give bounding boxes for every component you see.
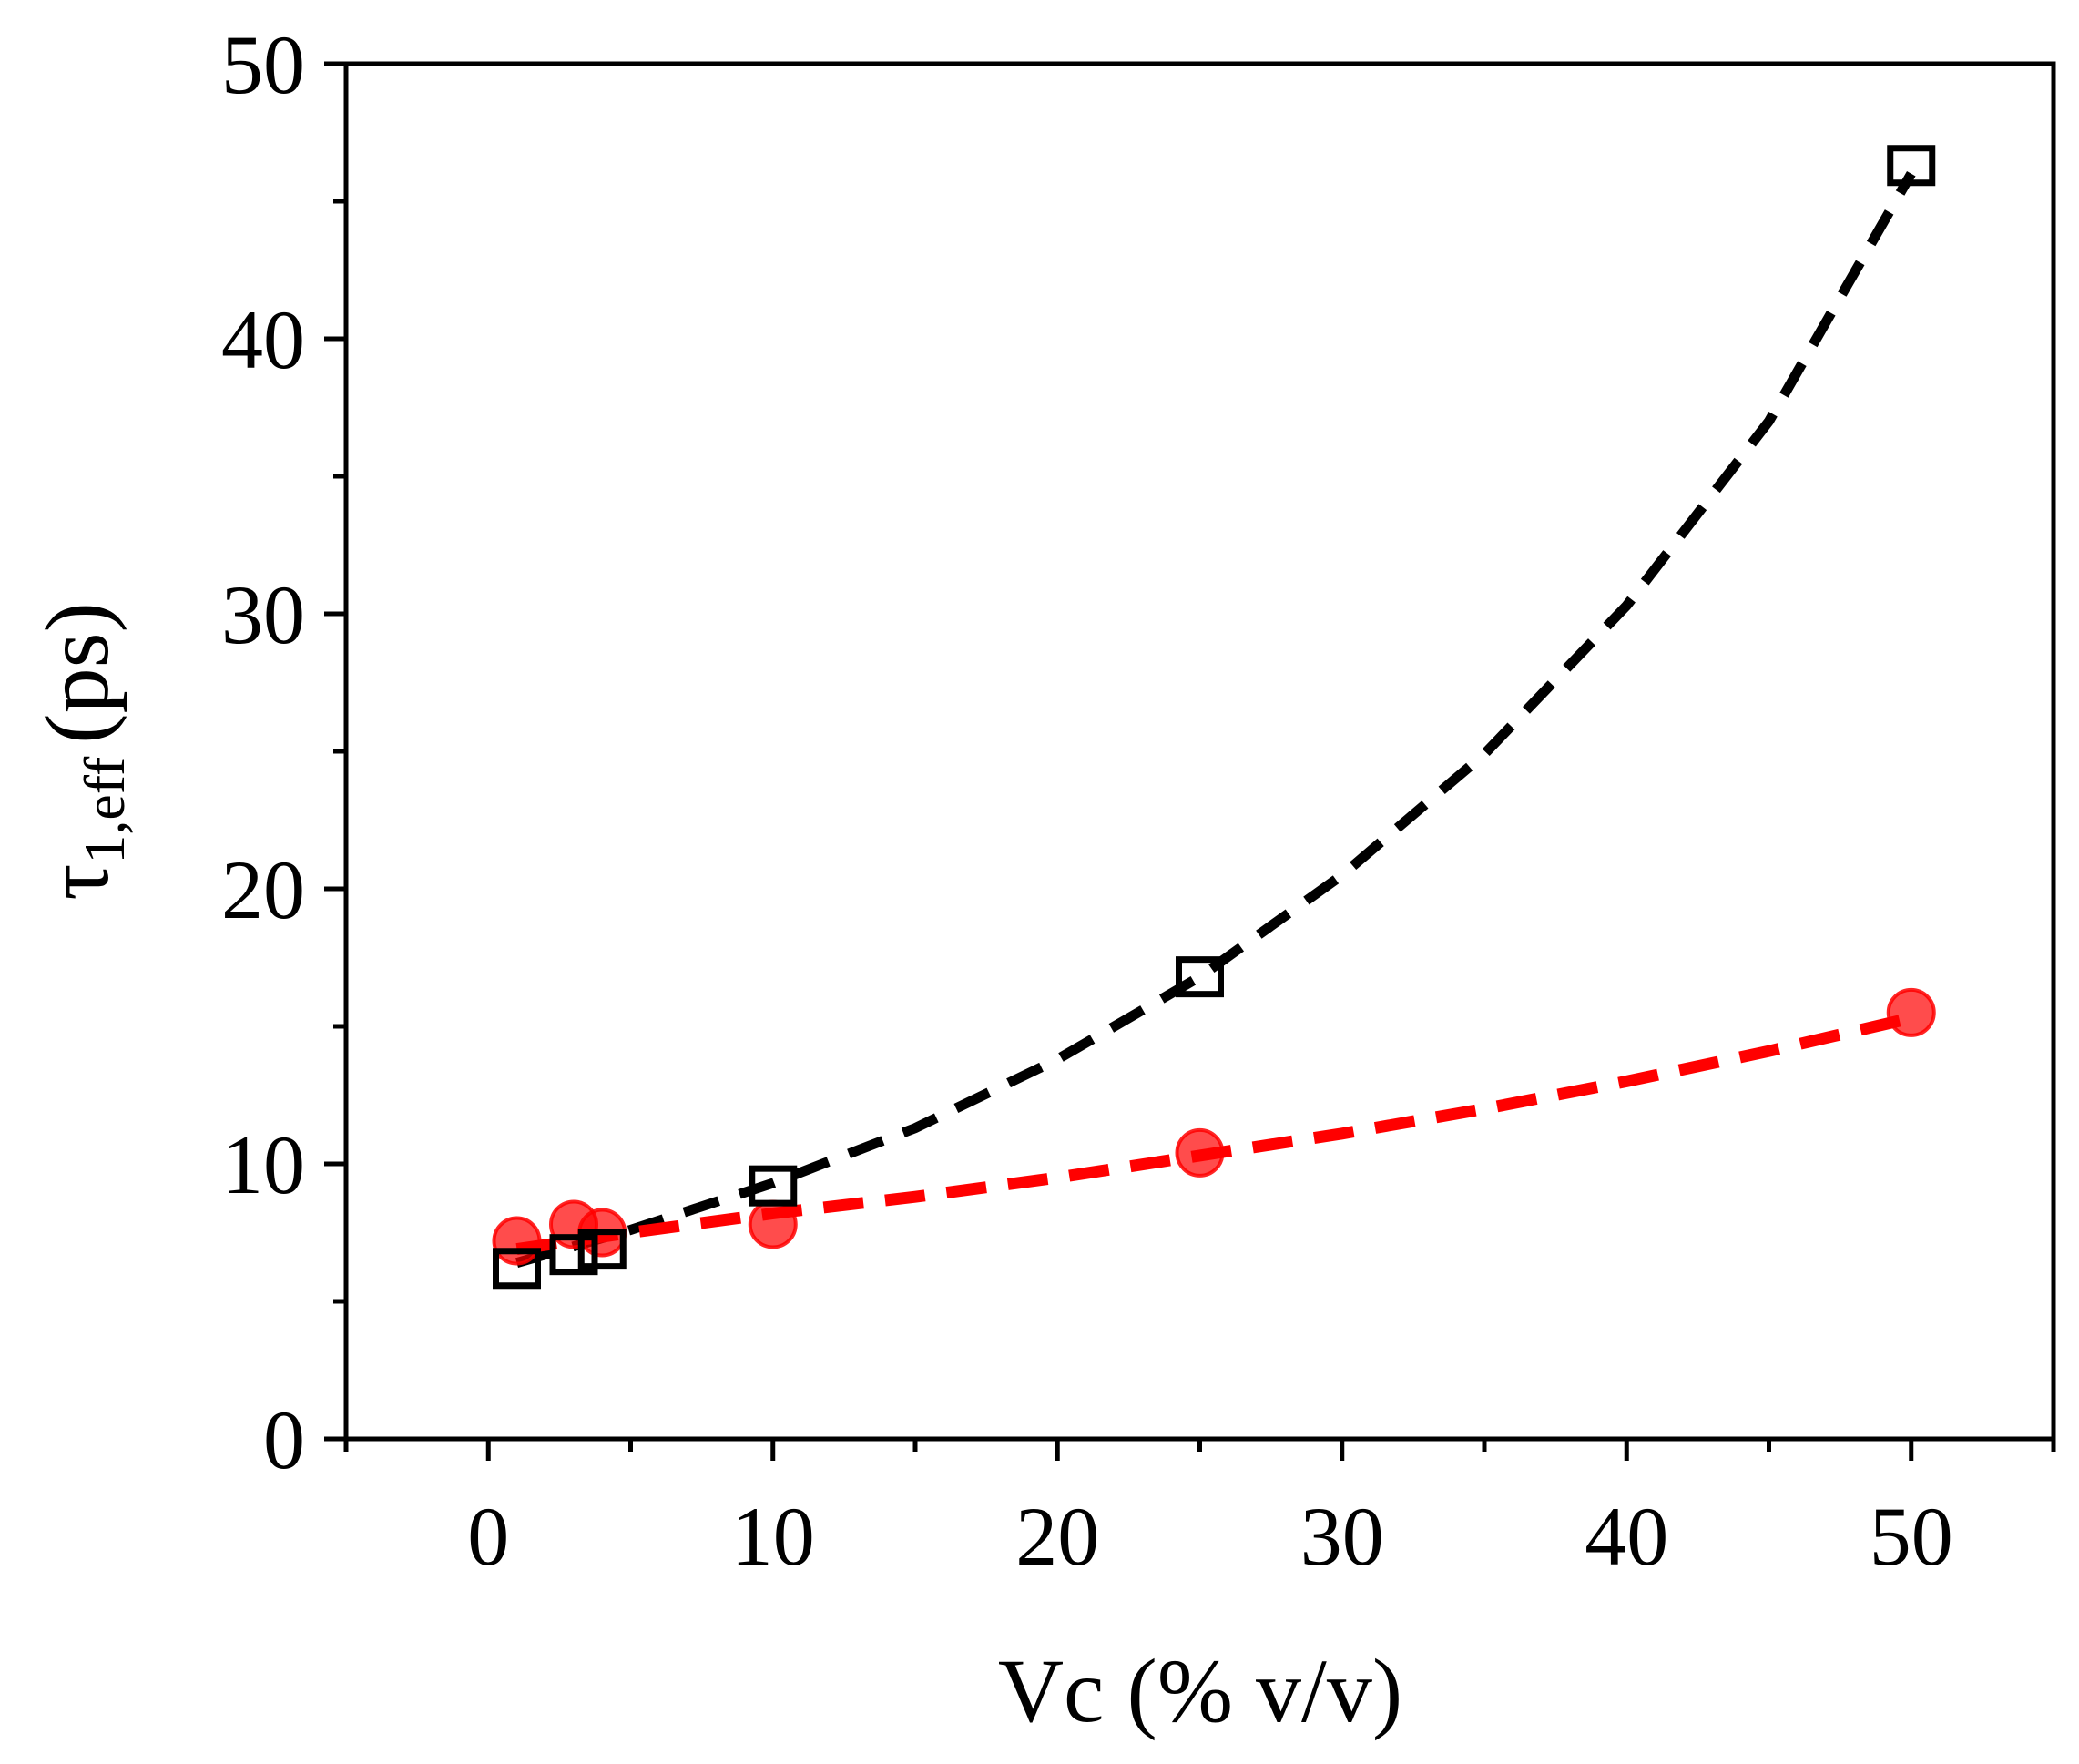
square-point — [749, 1165, 798, 1207]
x-axis-title: Vc (% v/v) — [998, 1640, 1402, 1741]
x-tick-label: 10 — [731, 1490, 815, 1583]
x-tick-label: 40 — [1585, 1490, 1668, 1583]
y-axis-subscript: 1,eff — [72, 756, 137, 864]
y-axis-symbol: τ — [26, 864, 127, 901]
x-tick-label: 0 — [467, 1490, 509, 1583]
y-tick-label: 50 — [221, 18, 305, 111]
y-tick-label: 30 — [221, 568, 305, 661]
x-tick-label: 20 — [1015, 1490, 1099, 1583]
fit-curves — [515, 171, 1916, 1268]
y-tick-label: 10 — [221, 1118, 305, 1211]
square-point — [549, 1234, 598, 1276]
circle-point — [748, 1199, 798, 1249]
square-point — [1887, 145, 1936, 187]
x-tick-label: 50 — [1870, 1490, 1953, 1583]
y-axis-ticks: 0 10 20 30 40 50 — [221, 18, 346, 1486]
y-axis-unit: (ps) — [26, 602, 127, 744]
circle-point — [1886, 987, 1936, 1037]
fit-line-black — [515, 171, 1916, 1268]
y-tick-label: 20 — [221, 843, 305, 936]
square-point — [577, 1229, 627, 1270]
square-point — [493, 1248, 541, 1290]
y-tick-label: 40 — [221, 293, 305, 386]
y-axis-title: τ1,eff (ps) — [26, 602, 137, 901]
x-tick-label: 30 — [1300, 1490, 1384, 1583]
circle-point — [492, 1216, 542, 1266]
square-point — [1176, 956, 1224, 998]
y-tick-label: 0 — [263, 1393, 305, 1486]
circle-point — [1175, 1127, 1225, 1178]
x-axis-ticks: 0 10 20 30 40 50 — [343, 1439, 2056, 1583]
data-points — [492, 145, 1936, 1290]
